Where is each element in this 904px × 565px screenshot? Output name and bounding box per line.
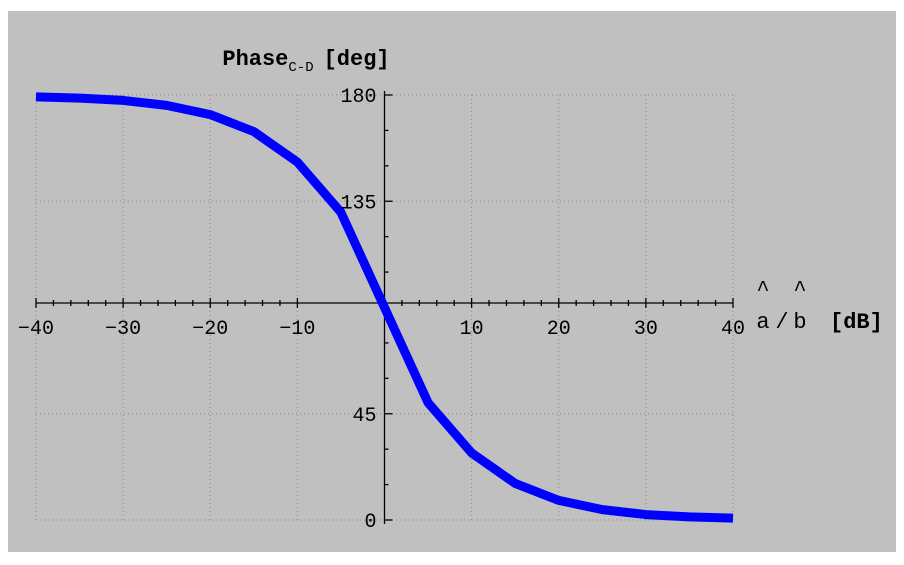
title-suffix: [deg] [324, 47, 390, 72]
x-tick-label: 20 [547, 318, 571, 341]
x-tick-label: 10 [460, 318, 484, 341]
x-label-b: b [793, 310, 806, 335]
y-tick-label: 180 [340, 86, 376, 109]
x-label-b-hat: ^ [793, 278, 806, 303]
x-axis-label: ^ a / ^ b [dB] [756, 278, 882, 335]
x-label-unit: [dB] [830, 310, 883, 335]
x-tick-label: −20 [192, 318, 228, 341]
x-label-a-hat: ^ [756, 278, 769, 303]
title-main: Phase [222, 47, 288, 72]
x-tick-label: 40 [721, 318, 745, 341]
chart-title: PhaseC-D [deg] [222, 47, 389, 76]
series-layer [35, 92, 734, 523]
phase-chart: −40 −30 −20 −10 10 20 30 40 0 45 135 180 PhaseC-D [d… [8, 11, 896, 552]
x-tick-label: −40 [18, 318, 54, 341]
title-subscript: C-D [288, 60, 313, 76]
x-tick-label: −10 [279, 318, 315, 341]
y-tick-label: 135 [340, 192, 376, 215]
y-tick-label: 0 [364, 511, 376, 534]
x-tick-label: −30 [105, 318, 141, 341]
y-tick-label: 45 [352, 405, 376, 428]
x-label-slash: / [775, 310, 788, 335]
x-tick-label: 30 [634, 318, 658, 341]
label-layer: −40 −30 −20 −10 10 20 30 40 0 45 135 180 [18, 86, 745, 534]
phase-curve [35, 92, 734, 523]
x-label-a: a [756, 310, 769, 335]
